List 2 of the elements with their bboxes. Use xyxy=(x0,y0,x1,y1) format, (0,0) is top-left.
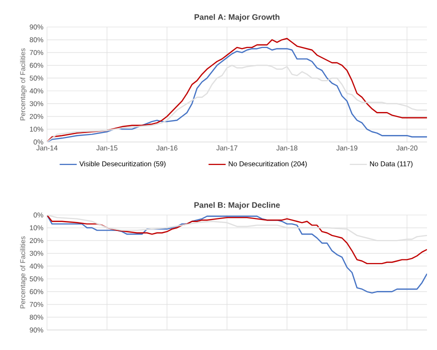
chart-title: Panel B: Major Decline xyxy=(194,202,280,210)
chart-title: Panel A: Major Growth xyxy=(194,14,280,22)
